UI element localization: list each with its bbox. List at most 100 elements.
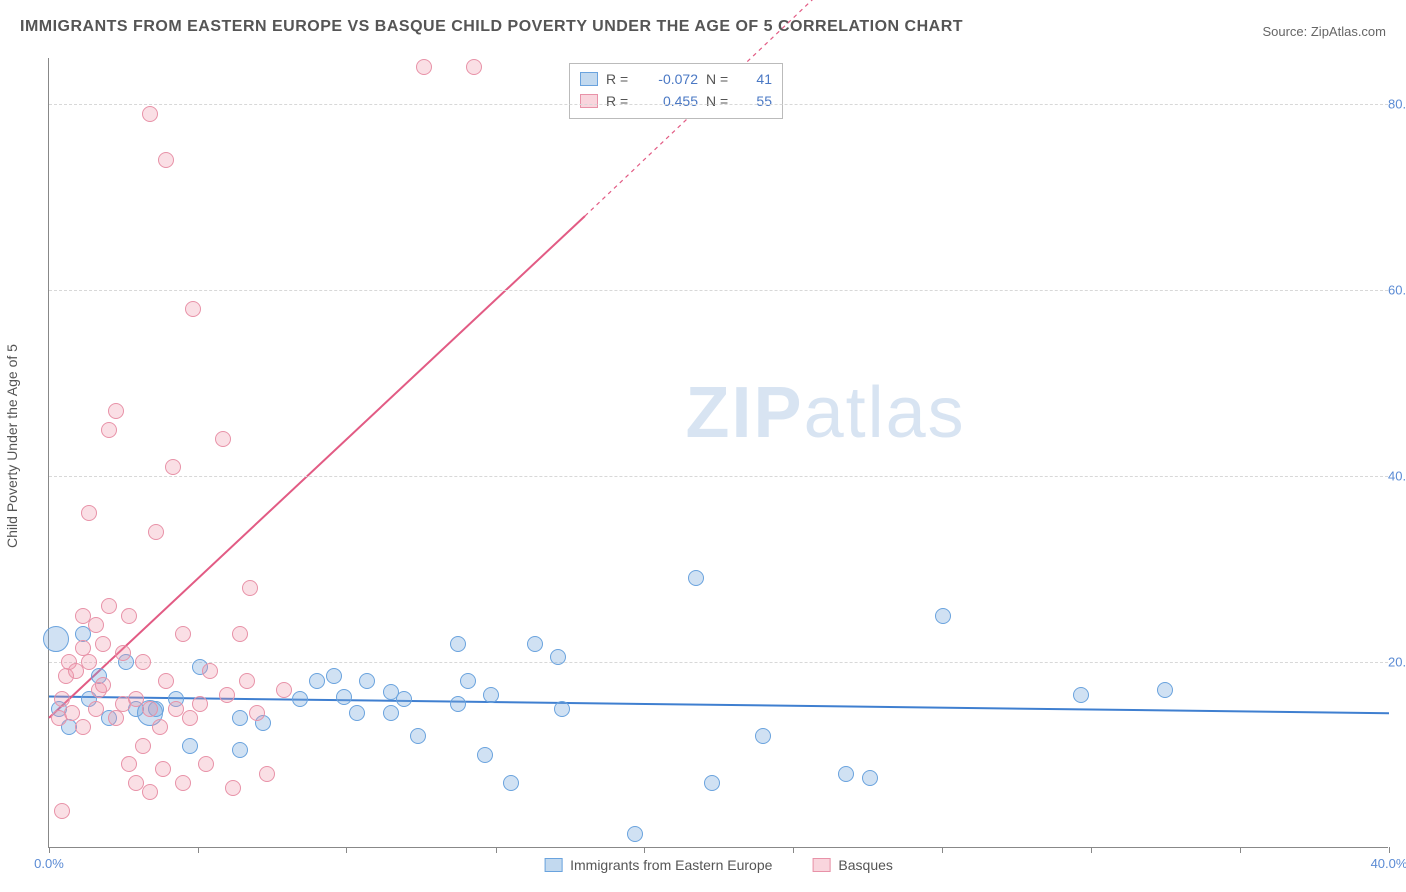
legend-item-0: Immigrants from Eastern Europe [544,857,772,873]
data-point [182,738,198,754]
legend-label: Basques [838,857,892,873]
data-point [309,673,325,689]
data-point [95,636,111,652]
y-tick-label: 40.0% [1388,469,1406,484]
y-tick-label: 80.0% [1388,97,1406,112]
trend-lines-layer [49,58,1388,847]
swatch-icon [544,858,562,872]
swatch-icon [812,858,830,872]
data-point [185,301,201,317]
data-point [108,710,124,726]
data-point [416,59,432,75]
x-tick-mark [1240,847,1241,853]
data-point [142,106,158,122]
x-tick-mark [496,847,497,853]
x-tick-mark [793,847,794,853]
data-point [135,738,151,754]
stats-legend-box: R = -0.072 N = 41 R = 0.455 N = 55 [569,63,783,119]
data-point [383,705,399,721]
x-tick-label: 40.0% [1371,856,1406,871]
data-point [466,59,482,75]
x-tick-label: 0.0% [34,856,64,871]
data-point [554,701,570,717]
data-point [54,803,70,819]
gridline-h [49,476,1388,477]
y-axis-label: Child Poverty Under the Age of 5 [4,344,20,548]
x-tick-mark [1091,847,1092,853]
data-point [232,742,248,758]
data-point [202,663,218,679]
data-point [627,826,643,842]
data-point [232,626,248,642]
x-tick-mark [346,847,347,853]
data-point [396,691,412,707]
data-point [142,784,158,800]
stats-row-series-1: R = 0.455 N = 55 [580,90,772,112]
data-point [838,766,854,782]
y-tick-label: 20.0% [1388,655,1406,670]
data-point [121,756,137,772]
r-label: R = [606,68,634,90]
swatch-icon [580,72,598,86]
data-point [477,747,493,763]
data-point [155,761,171,777]
y-tick-label: 60.0% [1388,283,1406,298]
legend-item-1: Basques [812,857,892,873]
x-tick-mark [49,847,50,853]
r-value: -0.072 [642,68,698,90]
data-point [88,701,104,717]
gridline-h [49,290,1388,291]
data-point [101,598,117,614]
data-point [1073,687,1089,703]
x-tick-mark [942,847,943,853]
n-value: 55 [742,90,772,112]
data-point [175,775,191,791]
data-point [135,654,151,670]
data-point [64,705,80,721]
data-point [75,719,91,735]
data-point [450,696,466,712]
data-point [503,775,519,791]
data-point [1157,682,1173,698]
data-point [95,677,111,693]
data-point [450,636,466,652]
data-point [165,459,181,475]
n-label: N = [706,90,734,112]
data-point [349,705,365,721]
chart-title: IMMIGRANTS FROM EASTERN EUROPE VS BASQUE… [20,18,963,36]
data-point [276,682,292,698]
n-value: 41 [742,68,772,90]
data-point [935,608,951,624]
data-point [81,505,97,521]
data-point [688,570,704,586]
data-point [359,673,375,689]
data-point [152,719,168,735]
data-point [862,770,878,786]
bottom-legend: Immigrants from Eastern Europe Basques [544,857,893,873]
data-point [483,687,499,703]
source-label: Source: [1262,24,1310,39]
data-point [527,636,543,652]
data-point [239,673,255,689]
data-point [225,780,241,796]
data-point [115,645,131,661]
data-point [292,691,308,707]
data-point [54,691,70,707]
gridline-h [49,104,1388,105]
data-point [326,668,342,684]
source-name: ZipAtlas.com [1311,24,1386,39]
x-tick-mark [1389,847,1390,853]
data-point [108,403,124,419]
data-point [43,626,69,652]
data-point [704,775,720,791]
data-point [215,431,231,447]
data-point [249,705,265,721]
source-attribution: Source: ZipAtlas.com [1262,24,1386,39]
data-point [158,673,174,689]
r-label: R = [606,90,634,112]
data-point [410,728,426,744]
data-point [198,756,214,772]
gridline-h [49,662,1388,663]
swatch-icon [580,94,598,108]
stats-row-series-0: R = -0.072 N = 41 [580,68,772,90]
